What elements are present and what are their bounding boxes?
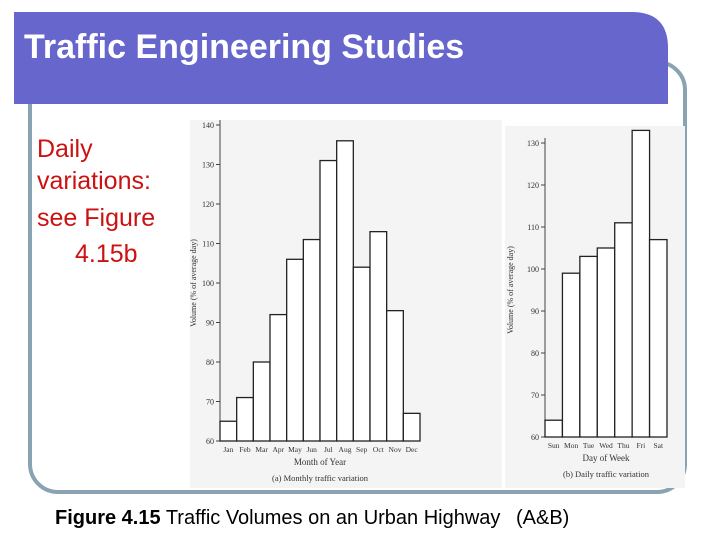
bar [302, 238, 321, 442]
x-tick-label: May [288, 445, 302, 454]
bar [369, 230, 388, 442]
caption-source: (A&B) [516, 507, 569, 529]
bar [319, 159, 338, 442]
bar [579, 255, 598, 438]
y-tick-label: 110 [527, 223, 539, 232]
bar [236, 396, 254, 442]
x-tick-label: Fri [636, 441, 645, 450]
y-tick-label: 130 [202, 161, 214, 170]
side-text: Daily variations: see Figure 4.15b [37, 135, 155, 268]
bar [614, 222, 633, 438]
slide-title: Traffic Engineering Studies [24, 28, 464, 66]
chart-title: (a) Monthly traffic variation [272, 473, 369, 483]
bar [631, 129, 651, 438]
x-tick-label: Dec [406, 445, 419, 454]
bar [386, 309, 404, 442]
bar [336, 140, 354, 442]
y-tick-label: 80 [206, 358, 214, 367]
bar [219, 420, 238, 442]
x-tick-label: Sep [356, 445, 368, 454]
x-axis-label: Day of Week [582, 453, 630, 463]
y-tick-label: 70 [531, 391, 539, 400]
bar [269, 313, 288, 442]
x-tick-label: Sun [548, 441, 560, 450]
y-tick-label: 130 [527, 139, 539, 148]
bar [561, 272, 581, 438]
x-tick-label: Mar [255, 445, 268, 454]
y-tick-label: 110 [202, 240, 214, 249]
x-tick-label: Aug [339, 445, 352, 454]
side-line: 4.15b [75, 240, 138, 268]
x-axis-label: Month of Year [294, 457, 346, 467]
x-tick-label: Jul [324, 445, 333, 454]
caption: Figure 4.15 Traffic Volumes on an Urban … [55, 507, 569, 529]
y-axis-label: Volume (% of average day) [506, 246, 515, 334]
x-tick-label: Oct [373, 445, 385, 454]
chart-title: (b) Daily traffic variation [563, 469, 650, 479]
bar [596, 247, 616, 438]
title-bar [14, 12, 668, 104]
side-line: variations: [37, 167, 151, 195]
x-tick-label: Feb [239, 445, 251, 454]
y-tick-label: 70 [206, 398, 214, 407]
y-tick-label: 60 [206, 437, 214, 446]
side-line: Daily [37, 135, 93, 163]
x-tick-label: Sat [653, 441, 664, 450]
y-tick-label: 90 [531, 307, 539, 316]
bar [352, 266, 371, 442]
bar [544, 419, 564, 438]
y-tick-label: 60 [531, 433, 539, 442]
caption-text: Traffic Volumes on an Urban Highway [166, 507, 501, 529]
x-tick-label: Nov [389, 445, 402, 454]
y-tick-label: 100 [527, 265, 539, 274]
bar [402, 412, 421, 442]
y-tick-label: 80 [531, 349, 539, 358]
y-tick-label: 100 [202, 279, 214, 288]
bar [648, 238, 668, 438]
x-tick-label: Jan [223, 445, 233, 454]
bar [252, 361, 271, 442]
caption-figure: Figure 4.15 [55, 507, 161, 529]
y-tick-label: 120 [527, 181, 539, 190]
x-tick-label: Thu [617, 441, 629, 450]
x-tick-label: Tue [583, 441, 595, 450]
bar [286, 258, 304, 442]
x-tick-label: Mon [564, 441, 578, 450]
y-tick-label: 120 [202, 200, 214, 209]
side-line: see Figure [37, 204, 155, 232]
y-tick-label: 140 [202, 121, 214, 130]
y-axis-label: Volume (% of average day) [189, 239, 198, 327]
x-tick-label: Apr [272, 445, 284, 454]
x-tick-label: Wed [599, 441, 613, 450]
x-tick-label: Jun [306, 445, 317, 454]
y-tick-label: 90 [206, 319, 214, 328]
